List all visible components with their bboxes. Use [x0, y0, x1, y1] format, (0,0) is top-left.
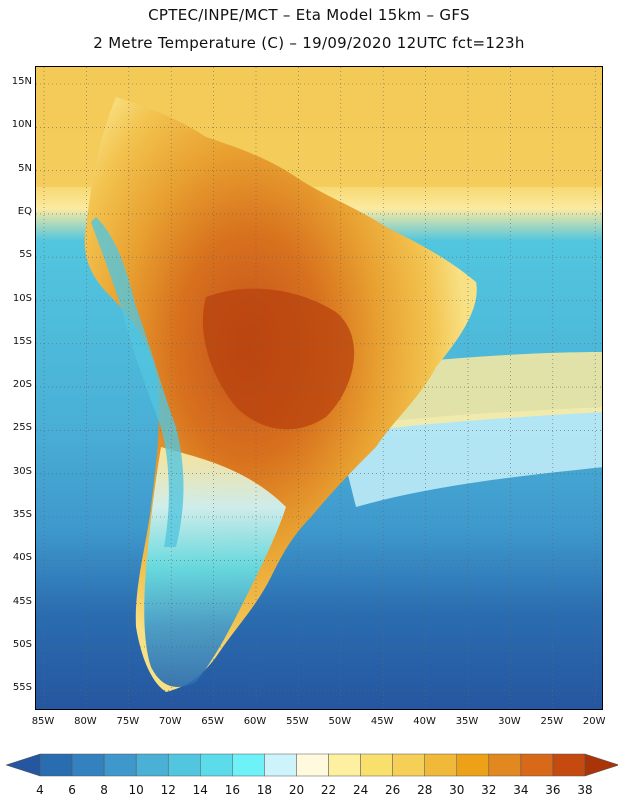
latitude-label: 5S	[19, 249, 32, 261]
colorbar-box	[103, 753, 137, 777]
colorbar-tick-label: 38	[577, 783, 592, 797]
colorbar-arrow-high	[584, 753, 618, 777]
colorbar-box	[264, 753, 297, 777]
colorbar-tick-label: 12	[161, 783, 176, 797]
graticule	[36, 67, 602, 709]
hot-core	[202, 288, 355, 430]
latitude-label: 40S	[12, 552, 32, 564]
colorbar-box	[552, 753, 586, 777]
colorbar-box	[520, 753, 554, 777]
colorbar-tick-label: 4	[36, 783, 44, 797]
atlantic-mild-band	[336, 407, 602, 507]
colorbar-tick-label: 14	[193, 783, 208, 797]
longitude-label: 20W	[582, 716, 606, 727]
colorbar-tick-label: 36	[545, 783, 560, 797]
colorbar-tick-label: 6	[68, 783, 76, 797]
longitude-label: 25W	[540, 716, 564, 727]
temperature-map[interactable]	[35, 66, 603, 710]
colorbar-tick-label: 18	[257, 783, 272, 797]
colorbar-box	[424, 753, 458, 777]
latitude-label: 10N	[11, 119, 32, 131]
longitude-label: 85W	[31, 716, 55, 727]
colorbar-box	[71, 753, 105, 777]
latitude-label: 20S	[12, 379, 32, 391]
longitude-label: 45W	[370, 716, 394, 727]
colorbar-box	[456, 753, 490, 777]
longitude-label: 50W	[328, 716, 352, 727]
longitude-label: 75W	[116, 716, 140, 727]
colorbar-arrow-low	[5, 753, 41, 777]
latitude-label: 45S	[12, 595, 32, 607]
colorbar-box	[392, 753, 425, 777]
map-canvas	[36, 67, 602, 709]
colorbar-tick-label: 20	[289, 783, 304, 797]
colorbar-tick-label: 22	[321, 783, 336, 797]
latitude-label: 35S	[12, 509, 32, 520]
colorbar-box	[360, 753, 393, 777]
colorbar-box	[135, 753, 169, 777]
colorbar-tick-label: 10	[129, 783, 144, 797]
colorbar-box	[200, 753, 233, 777]
latitude-label: 15S	[12, 335, 32, 347]
latitude-label: 55S	[12, 682, 32, 694]
colorbar-box	[167, 753, 201, 777]
colorbar-box	[296, 753, 329, 777]
temperature-colorbar: 4 6 8 10 12 14 16 18 20 22 24 26 28 30 32 34 36 38	[5, 753, 618, 797]
longitude-label: 40W	[413, 716, 436, 727]
colorbar-box	[39, 753, 73, 777]
map-title-line-1: CPTEC/INPE/MCT – Eta Model 15km – GFS	[148, 6, 470, 24]
longitude-label: 35W	[455, 716, 479, 727]
map-title-line-2: 2 Metre Temperature (C) – 19/09/2020 12U…	[93, 34, 525, 52]
colorbar-tick-label: 16	[225, 783, 240, 797]
colorbar-tick-label: 24	[353, 783, 368, 797]
latitude-label: 50S	[12, 638, 32, 650]
colorbar-tick-label: 28	[417, 783, 432, 797]
latitude-label: 25S	[12, 422, 32, 434]
longitude-label: 70W	[158, 716, 182, 727]
longitude-label: 55W	[286, 716, 309, 727]
latitude-label: 10S	[12, 292, 32, 304]
latitude-label: 30S	[12, 465, 32, 477]
latitude-label: EQ	[17, 205, 32, 217]
longitude-label: 30W	[498, 716, 521, 727]
colorbar-box	[232, 753, 265, 777]
colorbar-tick-label: 8	[100, 783, 108, 797]
colorbar-tick-label: 26	[385, 783, 400, 797]
colorbar-box	[488, 753, 522, 777]
andes-cool-strip	[91, 217, 184, 547]
longitude-label: 65W	[201, 716, 224, 727]
colorbar-box	[328, 753, 361, 777]
colorbar-tick-label: 34	[513, 783, 528, 797]
latitude-label: 5N	[18, 162, 32, 174]
longitude-label: 60W	[243, 716, 267, 727]
longitude-label: 80W	[74, 716, 97, 727]
colorbar-tick-label: 32	[481, 783, 496, 797]
latitude-label: 15N	[11, 76, 32, 87]
colorbar-tick-label: 30	[449, 783, 464, 797]
